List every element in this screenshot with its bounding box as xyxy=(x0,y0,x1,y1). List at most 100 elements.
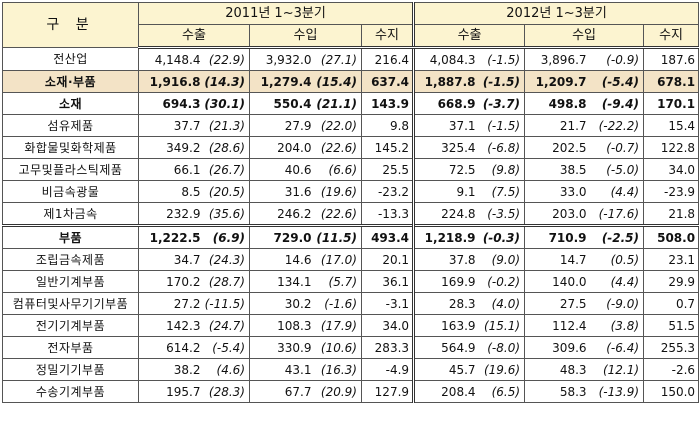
export-2011-cell: 142.3 xyxy=(138,314,203,337)
balance-2012-cell: 15.4 xyxy=(643,114,700,137)
table-row: 일반기계부품 170.2 (28.7) 134.1 (5.7) 36.1 169.9 (-0.… xyxy=(2,270,700,293)
import-2012-change-cell: (3.8) xyxy=(588,314,645,337)
export-2012-change-cell: (15.1) xyxy=(477,314,526,337)
balance-2011-cell: 127.9 xyxy=(360,380,415,403)
table-row: 고무및플라스틱제품 66.1 (26.7) 40.6 (6.6) 25.5 72.5 (9.8… xyxy=(2,158,700,181)
export-2011-cell: 34.7 xyxy=(138,248,203,271)
export-2011-cell: 349.2 xyxy=(138,136,203,159)
row-label: 소재·부품 xyxy=(2,70,139,93)
row-label: 제1차금속 xyxy=(2,202,139,226)
export-2011-change-cell: (14.3) xyxy=(202,70,250,93)
import-2012-change-cell: (-0.9) xyxy=(588,47,645,71)
export-2012-cell: 4,084.3 xyxy=(412,47,478,71)
export-2011-cell: 694.3 xyxy=(138,92,203,115)
import-2011-change-cell: (5.7) xyxy=(313,270,362,293)
export-2011-change-cell: (35.6) xyxy=(202,202,250,226)
row-label: 조립금속제품 xyxy=(2,248,139,271)
export-2012-change-cell: (-1.5) xyxy=(477,114,526,137)
export-2011-cell: 170.2 xyxy=(138,270,203,293)
table-row: 부품 1,222.5 (6.9) 729.0 (11.5) 493.4 1,218.9 (-0… xyxy=(2,224,700,249)
export-2011-cell: 195.7 xyxy=(138,380,203,403)
import-2012-change-cell: (-5.4) xyxy=(588,70,645,93)
import-2012-cell: 3,896.7 xyxy=(524,47,589,71)
export-2011-change-cell: (24.3) xyxy=(202,248,250,271)
balance-2011-cell: 216.4 xyxy=(360,47,415,71)
row-label: 고무및플라스틱제품 xyxy=(2,158,139,181)
import-2011-cell: 27.9 xyxy=(249,114,314,137)
balance-2011-cell: 143.9 xyxy=(360,92,415,115)
import-2011-cell: 134.1 xyxy=(249,270,314,293)
import-2012-cell: 38.5 xyxy=(524,158,589,181)
import-2011-cell: 550.4 xyxy=(249,92,314,115)
row-label: 수송기계부품 xyxy=(2,380,139,403)
import-2012-change-cell: (-9.4) xyxy=(588,92,645,115)
export-2011-cell: 38.2 xyxy=(138,358,203,381)
balance-2012-cell: 678.1 xyxy=(643,70,700,93)
export-2012-cell: 163.9 xyxy=(412,314,478,337)
row-label: 정밀기기부품 xyxy=(2,358,139,381)
balance-2011-cell: 36.1 xyxy=(360,270,415,293)
balance-2012-cell: 34.0 xyxy=(643,158,700,181)
export-2011-change-cell: (28.6) xyxy=(202,136,250,159)
balance-2012-cell: 187.6 xyxy=(643,47,700,71)
import-2011-change-cell: (21.1) xyxy=(313,92,362,115)
balance-2011-cell: 20.1 xyxy=(360,248,415,271)
imports-2011-header: 수입 xyxy=(249,24,362,49)
import-2011-cell: 40.6 xyxy=(249,158,314,181)
export-2012-change-cell: (-0.2) xyxy=(477,270,526,293)
import-2012-cell: 140.0 xyxy=(524,270,589,293)
balance-2011-header: 수지 xyxy=(360,24,415,49)
import-2011-change-cell: (17.0) xyxy=(313,248,362,271)
exports-2011-header: 수출 xyxy=(138,24,250,49)
import-2012-change-cell: (12.1) xyxy=(588,358,645,381)
balance-2012-cell: 170.1 xyxy=(643,92,700,115)
export-2012-cell: 28.3 xyxy=(412,292,478,315)
import-2012-change-cell: (0.5) xyxy=(588,248,645,271)
import-2012-cell: 33.0 xyxy=(524,180,589,203)
export-2011-change-cell: (26.7) xyxy=(202,158,250,181)
balance-2012-cell: 23.1 xyxy=(643,248,700,271)
export-2012-cell: 72.5 xyxy=(412,158,478,181)
balance-2012-cell: 0.7 xyxy=(643,292,700,315)
export-2012-change-cell: (4.0) xyxy=(477,292,526,315)
export-2012-change-cell: (-3.7) xyxy=(477,92,526,115)
trade-table: 구 분 2011년 1~3분기 2012년 1~3분기 수출 수입 수지 수출 … xyxy=(2,2,700,403)
import-2011-change-cell: (27.1) xyxy=(313,47,362,71)
table-row: 전자부품 614.2 (-5.4) 330.9 (10.6) 283.3 564.9 (-8.… xyxy=(2,336,700,359)
balance-2012-cell: 21.8 xyxy=(643,202,700,226)
corner-header: 구 분 xyxy=(2,2,139,48)
export-2012-cell: 668.9 xyxy=(412,92,478,115)
table-row: 전산업 4,148.4 (22.9) 3,932.0 (27.1) 216.4 4,084.… xyxy=(2,47,700,71)
import-2011-cell: 67.7 xyxy=(249,380,314,403)
export-2011-change-cell: (28.3) xyxy=(202,380,250,403)
export-2012-cell: 37.8 xyxy=(412,248,478,271)
export-2012-change-cell: (-1.5) xyxy=(477,70,526,93)
export-2011-cell: 8.5 xyxy=(138,180,203,203)
balance-2011-cell: -4.9 xyxy=(360,358,415,381)
balance-2011-cell: 25.5 xyxy=(360,158,415,181)
import-2011-change-cell: (22.6) xyxy=(313,136,362,159)
import-2011-change-cell: (6.6) xyxy=(313,158,362,181)
export-2012-cell: 169.9 xyxy=(412,270,478,293)
import-2011-change-cell: (17.9) xyxy=(313,314,362,337)
import-2012-cell: 203.0 xyxy=(524,202,589,226)
export-2011-change-cell: (24.7) xyxy=(202,314,250,337)
header-row-columns: 수출 수입 수지 수출 수입 수지 xyxy=(3,24,700,49)
export-2012-change-cell: (-0.3) xyxy=(477,224,526,249)
row-label: 전자부품 xyxy=(2,336,139,359)
import-2012-cell: 14.7 xyxy=(524,248,589,271)
table-row: 화합물및화학제품 349.2 (28.6) 204.0 (22.6) 145.2 325.4… xyxy=(2,136,700,159)
balance-2011-cell: -13.3 xyxy=(360,202,415,226)
export-2012-cell: 325.4 xyxy=(412,136,478,159)
import-2011-change-cell: (22.6) xyxy=(313,202,362,226)
export-2011-cell: 232.9 xyxy=(138,202,203,226)
export-2012-cell: 564.9 xyxy=(412,336,478,359)
balance-2012-cell: 508.0 xyxy=(643,224,700,249)
export-2012-change-cell: (6.5) xyxy=(477,380,526,403)
row-label: 소재 xyxy=(2,92,139,115)
table-row: 섬유제품 37.7 (21.3) 27.9 (22.0) 9.8 37.1 (-1.5) 21.… xyxy=(2,114,700,137)
import-2011-cell: 729.0 xyxy=(249,224,314,249)
export-2011-cell: 1,222.5 xyxy=(138,224,203,249)
balance-2011-cell: 637.4 xyxy=(360,70,415,93)
import-2012-change-cell: (-5.0) xyxy=(588,158,645,181)
